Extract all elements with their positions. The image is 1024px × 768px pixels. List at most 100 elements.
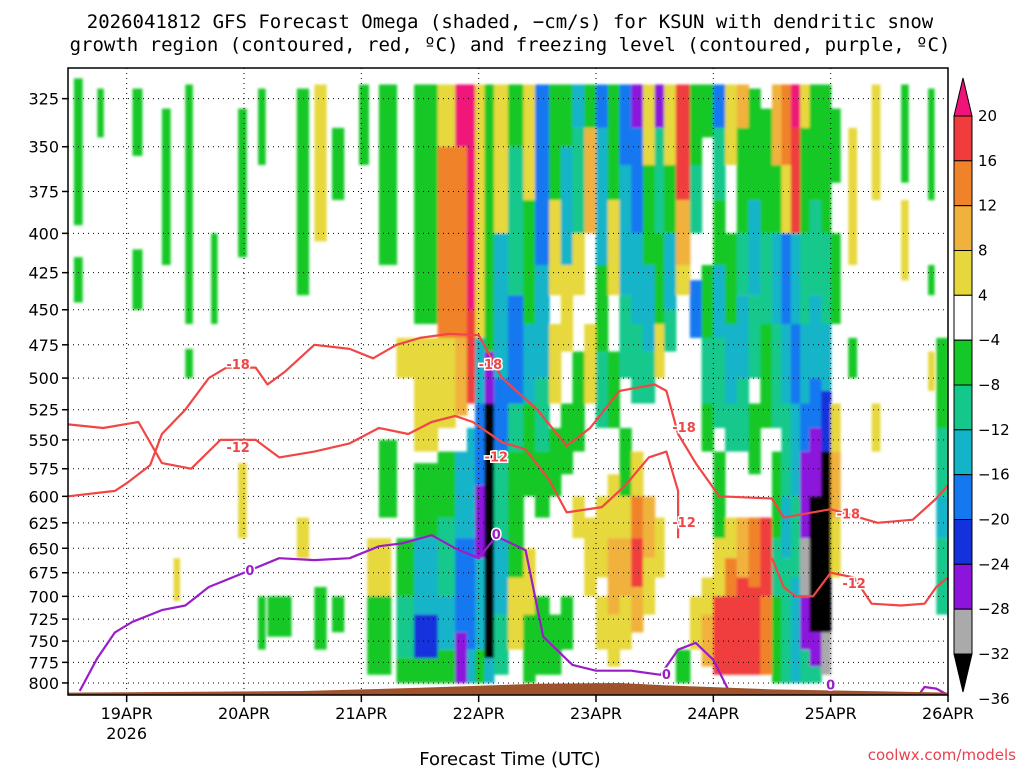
omega-cell xyxy=(790,84,801,128)
omega-cell xyxy=(508,403,524,452)
omega-cell xyxy=(725,517,738,559)
omega-cell xyxy=(725,558,738,597)
omega-cell xyxy=(572,496,585,539)
omega-cell xyxy=(414,84,439,324)
omega-cell xyxy=(809,666,822,683)
omega-cell xyxy=(396,658,415,683)
omega-cell xyxy=(701,614,714,667)
omega-cell xyxy=(535,84,550,265)
plot-frame xyxy=(67,67,949,696)
colorbar-segment xyxy=(953,294,973,341)
omega-cell xyxy=(821,233,832,324)
omega-cell xyxy=(258,88,266,165)
omega-cell xyxy=(414,658,439,683)
omega-cell xyxy=(736,517,750,578)
omega-cell xyxy=(800,127,811,234)
omega-cell xyxy=(809,200,822,296)
dgz-minus18-contour xyxy=(68,332,948,524)
omega-cell xyxy=(437,451,456,518)
omega-cell xyxy=(689,165,703,234)
chart-title-line-1: 2026041812 GFS Forecast Omega (shaded, −… xyxy=(87,11,934,33)
omega-cell xyxy=(689,84,703,165)
omega-cell xyxy=(475,649,486,683)
omega-cell xyxy=(830,517,841,578)
omega-cell xyxy=(736,378,750,452)
omega-cell xyxy=(654,84,665,128)
dgz-contour-label: -18 xyxy=(226,358,250,373)
y-tick-label: 775 xyxy=(28,653,59,672)
omega-cell xyxy=(713,200,726,265)
omega-cell xyxy=(619,538,632,597)
omega-cell xyxy=(631,127,644,234)
x-tick-label: 26APR xyxy=(922,704,974,723)
omega-cell xyxy=(493,378,509,452)
omega-cell xyxy=(523,200,536,324)
omega-cell xyxy=(772,596,782,683)
omega-cell xyxy=(238,463,247,539)
omega-cell xyxy=(314,587,327,650)
omega-cell xyxy=(414,614,439,659)
omega-cell xyxy=(607,200,620,296)
omega-cell xyxy=(596,84,609,128)
y-tick-label: 700 xyxy=(28,587,59,606)
omega-cell xyxy=(508,146,524,296)
omega-cell xyxy=(781,558,792,683)
omega-cell xyxy=(936,337,948,428)
omega-cell xyxy=(664,84,677,165)
omega-cell xyxy=(642,84,656,165)
temperature-contours xyxy=(68,332,948,695)
omega-cell xyxy=(475,403,486,486)
y-tick-label: 725 xyxy=(28,610,59,629)
omega-cell xyxy=(455,146,468,338)
omega-cell xyxy=(701,84,714,138)
omega-cell xyxy=(809,378,822,428)
x-tick-label: 25APR xyxy=(805,704,857,723)
omega-cell xyxy=(484,403,495,659)
omega-cell xyxy=(760,108,773,234)
omega-cell xyxy=(800,649,811,683)
omega-cell xyxy=(584,517,597,597)
omega-cell xyxy=(713,596,726,675)
omega-cell xyxy=(132,249,143,310)
omega-cell xyxy=(466,649,476,683)
freezing-contour-label: 0 xyxy=(492,528,501,543)
y-tick-label: 550 xyxy=(28,431,59,450)
omega-cell xyxy=(748,200,761,296)
omega-cell xyxy=(781,324,792,404)
omega-cell xyxy=(821,324,832,391)
omega-cell xyxy=(821,632,832,675)
omega-cell xyxy=(455,337,468,416)
y-tick-label: 375 xyxy=(28,183,59,202)
dgz-contour-label: -12 xyxy=(226,441,250,456)
y-tick-label: 350 xyxy=(28,138,59,157)
x-tick-label: 21APR xyxy=(335,704,387,723)
omega-cell xyxy=(800,596,811,650)
omega-cell xyxy=(596,127,609,266)
omega-cell xyxy=(549,614,562,675)
omega-cell xyxy=(607,474,620,539)
omega-cell xyxy=(161,108,171,265)
omega-cell xyxy=(800,403,811,452)
colorbar-label: −32 xyxy=(978,645,1010,663)
omega-cell xyxy=(484,658,495,683)
omega-cell xyxy=(631,324,644,404)
omega-cell xyxy=(748,295,761,379)
omega-cell xyxy=(437,337,456,428)
colorbar-segment xyxy=(953,339,973,386)
x-tick-label: 19APR xyxy=(101,704,153,723)
omega-cell xyxy=(466,84,476,310)
omega-cell xyxy=(572,233,585,296)
freezing-level-contour xyxy=(917,685,948,695)
omega-cell xyxy=(848,127,858,266)
x-axis-label: Forecast Time (UTC) xyxy=(419,749,600,768)
omega-cell xyxy=(414,538,439,615)
omega-cell xyxy=(781,233,792,324)
credit-text: coolwx.com/models xyxy=(868,746,1016,764)
freezing-level-contour xyxy=(78,534,732,695)
omega-cell xyxy=(437,596,456,650)
omega-cell xyxy=(437,649,456,683)
colorbar-segment xyxy=(953,608,973,655)
colorbar-label: 4 xyxy=(978,286,988,304)
